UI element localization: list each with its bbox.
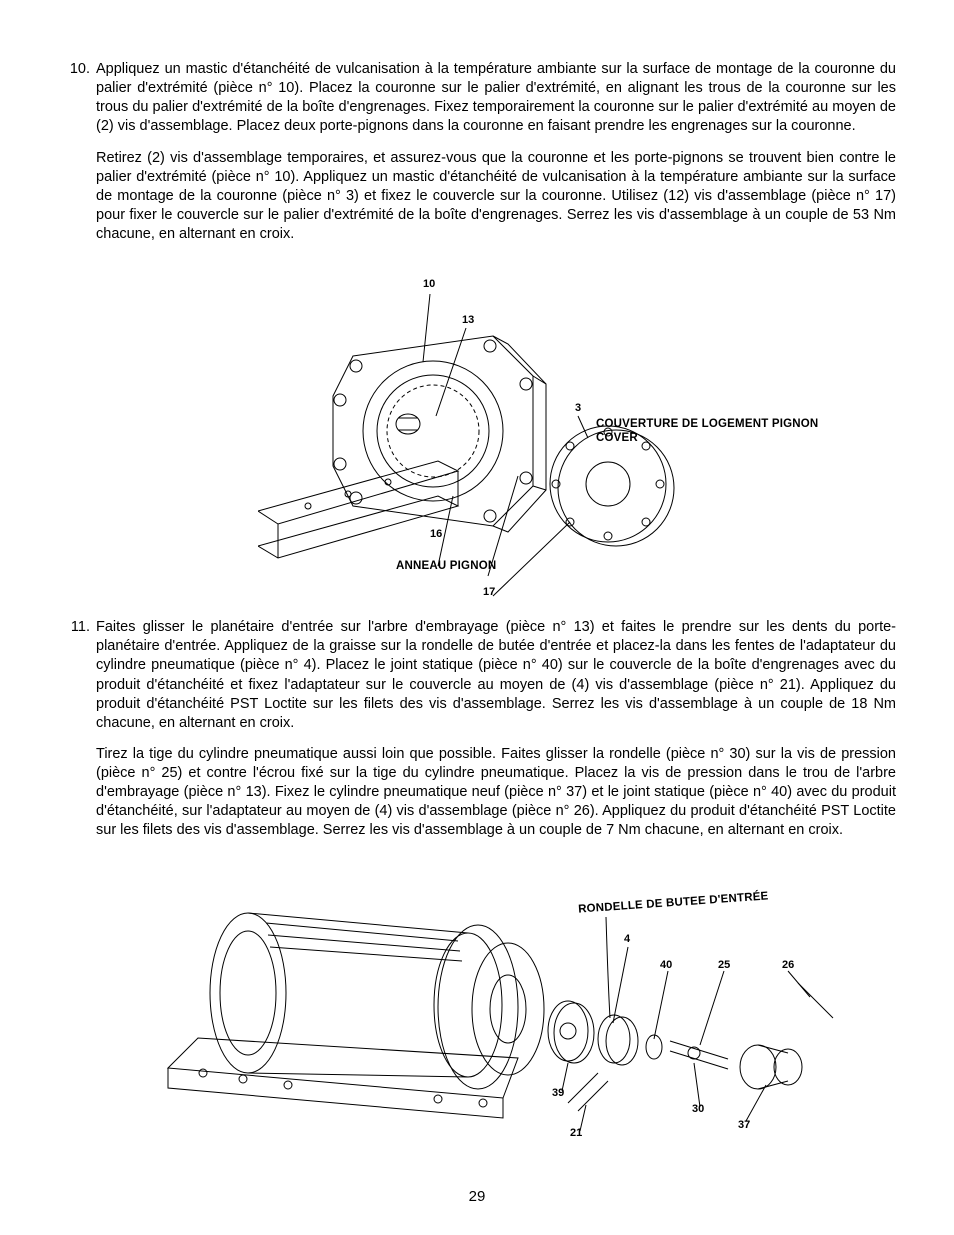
fig2-label-40: 40: [660, 959, 672, 971]
step-11-para-1: Faites glisser le planétaire d'entrée su…: [96, 618, 896, 733]
fig2-label-30: 30: [692, 1103, 704, 1115]
fig2-label-26: 26: [782, 959, 794, 971]
step-10: 10. Appliquez un mastic d'étanchéité de …: [58, 60, 896, 256]
step-11-para-2: Tirez la tige du cylindre pneumatique au…: [96, 745, 896, 841]
fig1-label-cover1: COUVERTURE DE LOGEMENT PIGNON: [596, 418, 818, 430]
step-number: 10.: [58, 60, 96, 256]
fig1-label-3: 3: [575, 402, 581, 414]
fig1-label-cover2: COVER: [596, 432, 638, 444]
figure-1: 10 13 3 COUVERTURE DE LOGEMENT PIGNON CO…: [258, 266, 828, 606]
page: 10. Appliquez un mastic d'étanchéité de …: [0, 0, 954, 1235]
fig1-label-ring: ANNEAU PIGNON: [396, 560, 496, 572]
figure-2: RONDELLE DE BUTEE D'ENTRÉE 4 40 25 26 39…: [138, 863, 838, 1163]
fig1-label-13: 13: [462, 314, 474, 326]
step-list: 10. Appliquez un mastic d'étanchéité de …: [58, 60, 896, 256]
step-list-2: 11. Faites glisser le planétaire d'entré…: [58, 618, 896, 852]
step-10-para-2: Retirez (2) vis d'assemblage temporaires…: [96, 149, 896, 245]
figure-1-svg: [258, 266, 828, 606]
fig1-label-10: 10: [423, 278, 435, 290]
step-10-para-1: Appliquez un mastic d'étanchéité de vulc…: [96, 60, 896, 137]
page-number: 29: [0, 1188, 954, 1205]
figure-2-svg: [138, 863, 838, 1163]
fig2-label-25: 25: [718, 959, 730, 971]
fig2-label-39: 39: [552, 1087, 564, 1099]
fig2-label-4: 4: [624, 933, 630, 945]
fig1-label-17: 17: [483, 586, 495, 598]
step-number: 11.: [58, 618, 96, 852]
fig1-label-16: 16: [430, 528, 442, 540]
step-11: 11. Faites glisser le planétaire d'entré…: [58, 618, 896, 852]
fig2-label-21: 21: [570, 1127, 582, 1139]
fig2-label-37: 37: [738, 1119, 750, 1131]
step-body: Faites glisser le planétaire d'entrée su…: [96, 618, 896, 852]
step-body: Appliquez un mastic d'étanchéité de vulc…: [96, 60, 896, 256]
